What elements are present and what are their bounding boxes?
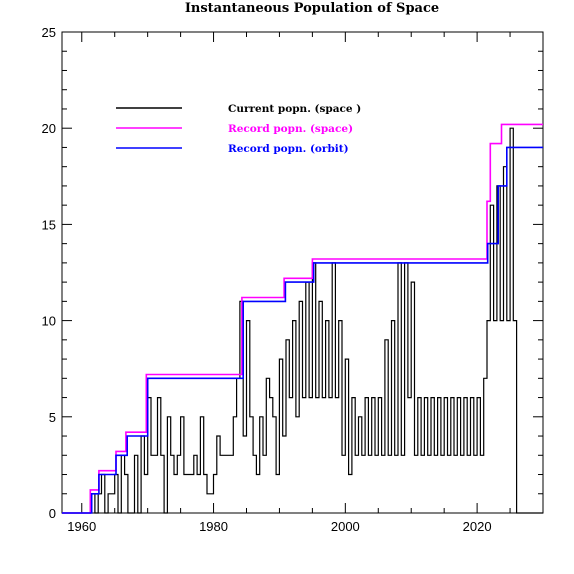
x-tick-label: 2020: [463, 519, 492, 534]
legend-label: Record popn. (space): [228, 123, 353, 135]
legend: Current popn. (space ) Record popn. (spac…: [116, 103, 361, 155]
chart-title: Instantaneous Population of Space: [185, 1, 439, 16]
legend-label: Current popn. (space ): [228, 103, 361, 115]
x-tick-label: 1980: [199, 519, 228, 534]
series-line-0: [62, 127, 543, 514]
series-layer: [62, 123, 543, 514]
y-tick-label: 10: [42, 314, 56, 329]
x-tick-label: 2000: [331, 519, 360, 534]
legend-label: Record popn. (orbit): [228, 143, 349, 155]
series-line-2: [62, 146, 543, 514]
x-tick-label: 1960: [67, 519, 96, 534]
y-tick-label: 25: [42, 25, 56, 40]
axis-ticks: 0 5 10 15 20 25 1960 1980 2000 2020: [42, 25, 544, 534]
y-tick-label: 15: [42, 217, 56, 232]
plot-frame: [61, 31, 544, 514]
y-tick-label: 0: [49, 506, 56, 521]
y-tick-label: 5: [49, 410, 56, 425]
y-tick-label: 20: [42, 121, 56, 136]
